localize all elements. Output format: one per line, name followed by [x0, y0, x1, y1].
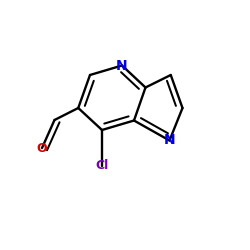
Text: N: N — [164, 134, 175, 147]
Text: N: N — [116, 58, 128, 72]
Text: Cl: Cl — [96, 159, 108, 172]
Text: O: O — [37, 142, 47, 154]
